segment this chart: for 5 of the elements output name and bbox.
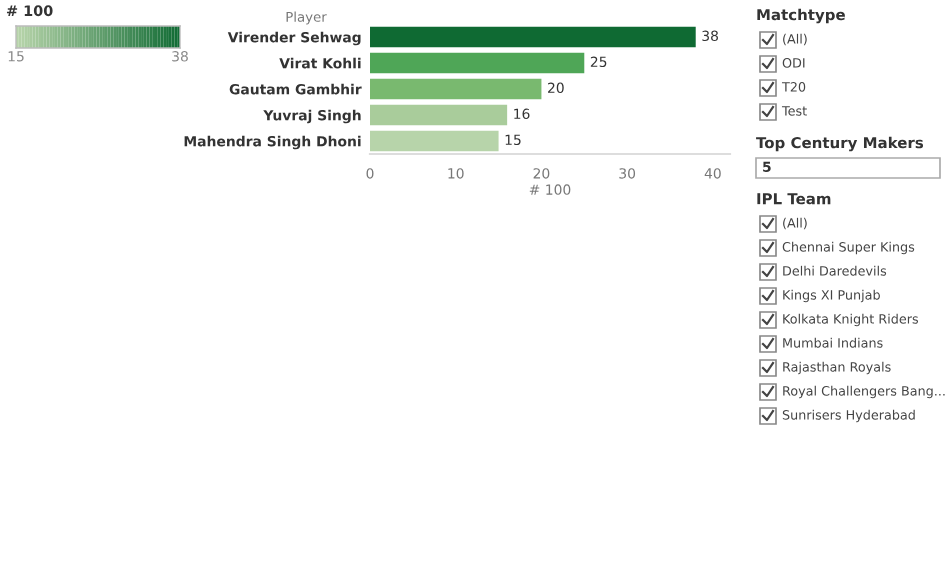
bar <box>370 104 508 126</box>
bar <box>370 130 499 152</box>
bar <box>370 26 696 48</box>
bar <box>370 78 542 100</box>
bar <box>370 52 585 74</box>
